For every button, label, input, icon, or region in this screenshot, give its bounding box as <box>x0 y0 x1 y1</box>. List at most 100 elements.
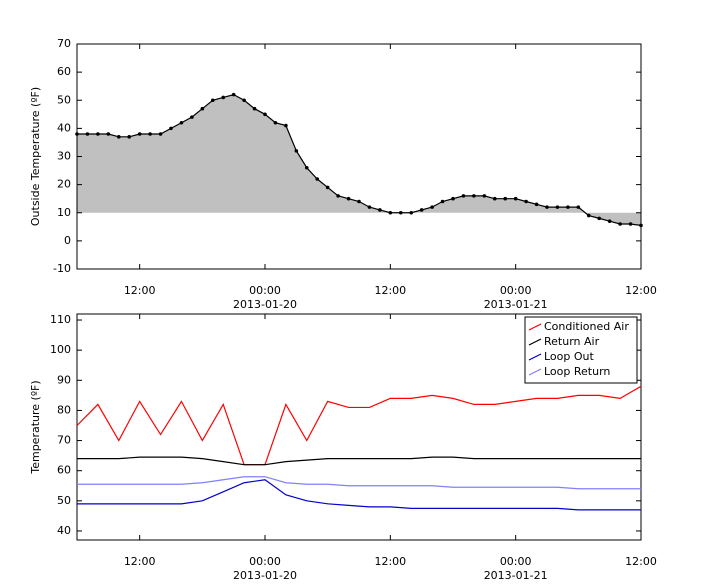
data-point <box>85 132 90 136</box>
y-axis-label: Temperature (ºF) <box>29 380 42 474</box>
data-point <box>367 205 372 209</box>
data-point <box>242 98 246 103</box>
legend-label: Conditioned Air <box>544 320 629 333</box>
x-tick-label: 12:00 <box>124 284 156 297</box>
x-tick-label: 00:00 <box>249 555 281 568</box>
data-point <box>315 177 320 181</box>
data-point <box>106 132 111 136</box>
x-tick-label: 00:00 <box>500 555 532 568</box>
y-tick-label: 110 <box>50 313 71 326</box>
x-tick-label: 12:00 <box>124 555 156 568</box>
legend-swatch <box>528 353 542 361</box>
area-fill <box>77 94 641 226</box>
x-tick-date: 2013-01-21 <box>484 569 548 582</box>
legend-box <box>524 316 638 384</box>
data-point <box>461 194 466 198</box>
data-point <box>210 98 215 103</box>
y-tick-label: 50 <box>57 93 71 106</box>
data-point <box>409 210 414 215</box>
data-point <box>430 205 434 209</box>
x-tick-label: 12:00 <box>625 284 657 297</box>
data-point <box>357 199 361 204</box>
data-point <box>472 194 476 198</box>
data-point <box>513 196 518 201</box>
data-point <box>451 196 455 201</box>
legend-swatch <box>528 323 542 331</box>
legend-swatch <box>528 338 542 346</box>
x-tick-label: 12:00 <box>374 555 406 568</box>
data-point <box>440 199 445 204</box>
data-point <box>378 208 382 212</box>
plot-frame <box>76 313 642 541</box>
data-point <box>566 205 570 209</box>
data-point <box>618 222 622 226</box>
data-point <box>545 205 549 209</box>
y-tick-label: 70 <box>57 37 71 50</box>
data-point <box>607 219 612 223</box>
y-tick-label: 70 <box>57 434 71 447</box>
data-line <box>77 456 641 466</box>
y-tick-label: 10 <box>57 206 71 219</box>
y-tick-label: 20 <box>57 178 71 191</box>
data-point <box>492 196 497 201</box>
data-point <box>252 106 257 111</box>
data-point <box>346 196 351 201</box>
legend-swatch <box>528 368 542 376</box>
data-point <box>116 135 121 139</box>
data-point <box>503 196 508 201</box>
data-point <box>534 202 539 207</box>
y-tick-label: 90 <box>57 373 71 386</box>
x-tick-date: 2013-01-20 <box>233 569 297 582</box>
data-line <box>76 385 642 466</box>
legend-label: Return Air <box>544 335 600 348</box>
data-point <box>524 199 528 204</box>
data-line <box>77 476 641 490</box>
data-point <box>137 132 142 136</box>
data-point <box>127 135 132 139</box>
data-point <box>231 92 236 97</box>
x-tick-label: 00:00 <box>500 284 532 297</box>
data-point <box>221 95 226 100</box>
data-point <box>284 123 288 128</box>
legend-label: Loop Out <box>544 350 595 363</box>
data-point <box>273 120 278 125</box>
data-point <box>190 115 194 119</box>
data-point <box>169 126 173 131</box>
data-point <box>555 205 560 209</box>
data-point <box>586 213 591 218</box>
x-tick-label: 12:00 <box>374 284 406 297</box>
y-tick-label: 100 <box>50 343 71 356</box>
y-tick-label: 40 <box>57 524 71 537</box>
data-point <box>639 223 643 228</box>
data-point <box>576 205 581 209</box>
data-point <box>482 194 487 198</box>
data-point <box>294 149 299 153</box>
y-tick-label: 50 <box>57 494 71 507</box>
data-point <box>75 132 79 136</box>
data-point <box>179 120 184 125</box>
data-point <box>388 210 393 215</box>
x-tick-label: 00:00 <box>249 284 281 297</box>
y-tick-label: 30 <box>57 150 71 163</box>
data-point <box>419 208 424 212</box>
y-tick-label: 40 <box>57 121 71 134</box>
y-tick-label: -10 <box>53 262 71 275</box>
x-tick-date: 2013-01-20 <box>233 298 297 311</box>
y-axis-label: Outside Temperature (ºF) <box>29 87 42 226</box>
x-tick-label: 12:00 <box>625 555 657 568</box>
data-point <box>398 210 403 215</box>
data-point <box>628 222 633 226</box>
data-point <box>158 132 163 136</box>
y-tick-label: 0 <box>64 234 71 247</box>
y-tick-label: 80 <box>57 403 71 416</box>
y-tick-label: 60 <box>57 65 71 78</box>
x-tick-date: 2013-01-21 <box>484 298 548 311</box>
data-point <box>263 112 267 117</box>
data-point <box>148 132 152 136</box>
data-point <box>597 216 602 221</box>
data-point <box>325 185 330 190</box>
y-tick-label: 60 <box>57 464 71 477</box>
data-point <box>200 106 205 111</box>
legend-label: Loop Return <box>544 365 610 378</box>
data-line <box>77 479 641 511</box>
